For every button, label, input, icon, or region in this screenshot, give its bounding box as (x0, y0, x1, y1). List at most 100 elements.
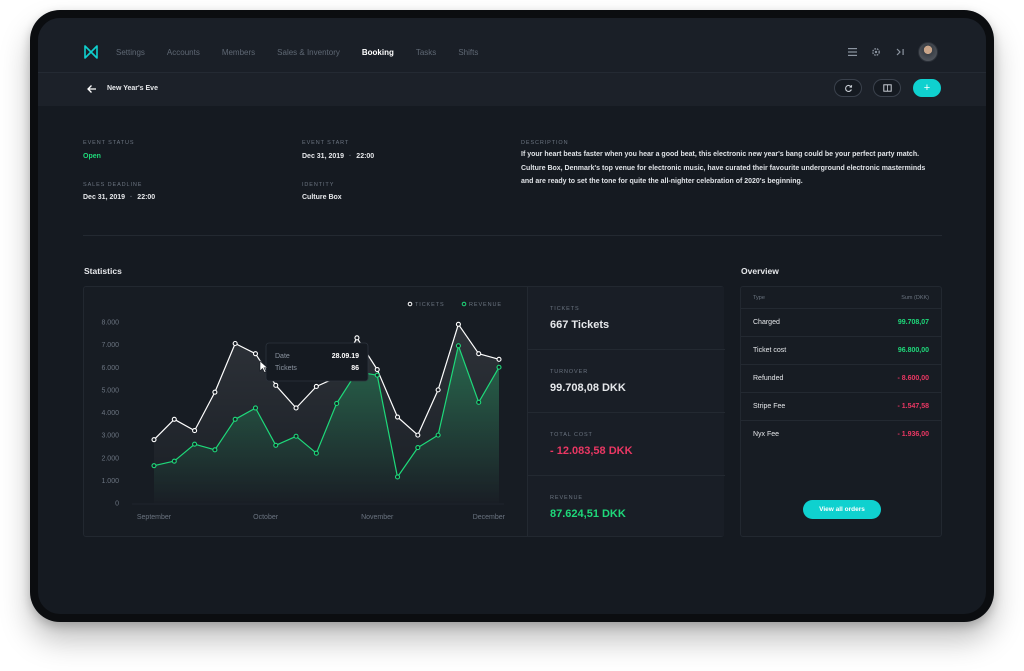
row-sum: 96.800,00 (897, 347, 929, 354)
data-point (232, 340, 238, 347)
page-header: New Year's Eve + (38, 72, 986, 106)
nav-item-accounts[interactable]: Accounts (166, 48, 200, 57)
sales-deadline-value: Dec 31, 2019 · 22:00 (83, 194, 155, 201)
kpi-value: 87.624,51 DKK (550, 508, 626, 520)
column-header-sum: Sum (DKK) (901, 295, 929, 301)
add-button[interactable]: + (913, 79, 941, 97)
data-point (415, 445, 421, 451)
separator-dot: · (130, 194, 133, 201)
x-tick-label: October (253, 514, 279, 521)
row-type: Stripe Fee (753, 403, 786, 410)
column-header-type: Type (753, 295, 765, 301)
kpi-label: TICKETS (550, 306, 580, 312)
page-title: New Year's Eve (107, 85, 158, 92)
tooltip-date-value: 28.09.19 (332, 353, 359, 360)
identity-value: Culture Box (302, 194, 342, 201)
app-screen: Settings Accounts Members Sales & Invent… (38, 18, 986, 614)
table-row: Stripe Fee - 1.547,58 (741, 393, 941, 421)
chart-lines (153, 323, 500, 478)
legend-label: REVENUE (469, 302, 502, 308)
data-point (212, 389, 218, 395)
data-point (476, 351, 482, 357)
event-start-value: Dec 31, 2019 · 22:00 (302, 153, 374, 160)
kpi-value: 99.708,08 DKK (550, 382, 626, 394)
statistics-title: Statistics (84, 266, 122, 276)
kpi-value: - 12.083,58 DKK (550, 445, 633, 457)
kpi-turnover: TURNOVER 99.708,08 DKK (528, 350, 725, 413)
kpi-value: 667 Tickets (550, 319, 610, 331)
nav-item-booking[interactable]: Booking (361, 48, 394, 57)
document-button[interactable] (873, 79, 901, 97)
data-point (273, 442, 279, 448)
data-point (212, 447, 218, 453)
table-row: Charged 99.708,07 (741, 309, 941, 337)
list-icon[interactable] (846, 46, 858, 58)
y-tick-label: 0 (115, 501, 119, 508)
data-point (252, 351, 259, 357)
y-tick-label: 8.000 (101, 320, 119, 327)
x-tick-label: September (137, 514, 172, 521)
back-arrow-icon[interactable] (86, 83, 98, 95)
identity-label: IDENTITY (302, 182, 335, 188)
row-type: Nyx Fee (753, 431, 780, 438)
section-divider (83, 235, 942, 236)
data-point (192, 441, 198, 447)
nav-item-sales-inventory[interactable]: Sales & Inventory (277, 48, 340, 57)
data-point (435, 432, 441, 438)
tooltip-tickets-label: Tickets (275, 365, 297, 372)
row-type: Ticket cost (753, 347, 787, 354)
table-row: Refunded - 8.600,00 (741, 365, 941, 393)
chart-areas (154, 324, 499, 503)
chart-legend: TICKETS REVENUE (407, 301, 502, 308)
y-tick-label: 7.000 (101, 342, 119, 349)
y-tick-label: 4.000 (101, 410, 119, 417)
nav-item-members[interactable]: Members (221, 48, 256, 57)
kpi-total-cost: TOTAL COST - 12.083,58 DKK (528, 413, 725, 476)
data-point (151, 463, 157, 469)
cursor-icon (259, 360, 269, 373)
y-axis: 0 1.000 2.000 3.000 4.000 5.000 6.000 7.000 8.00… (101, 320, 504, 508)
refresh-button[interactable] (834, 79, 862, 97)
y-tick-label: 6.000 (101, 365, 119, 372)
collapse-icon[interactable] (894, 46, 906, 58)
legend-marker (461, 301, 467, 307)
table-row: Nyx Fee - 1.936,00 (741, 421, 941, 449)
data-point (354, 335, 360, 341)
row-type: Refunded (753, 375, 784, 382)
x-tick-label: November (361, 514, 394, 521)
main-nav: Settings Accounts Members Sales & Invent… (116, 48, 500, 57)
nav-item-shifts[interactable]: Shifts (458, 48, 479, 57)
data-point (496, 364, 502, 370)
user-avatar[interactable] (918, 42, 938, 62)
kpi-tickets: TICKETS 667 Tickets (528, 287, 725, 350)
data-point (232, 416, 238, 422)
overview-title: Overview (741, 266, 779, 276)
nav-item-settings[interactable]: Settings (116, 48, 145, 57)
data-point (334, 400, 340, 406)
y-tick-label: 3.000 (101, 433, 119, 440)
nav-item-tasks[interactable]: Tasks (415, 48, 437, 57)
gear-icon[interactable] (870, 46, 882, 58)
y-tick-label: 1.000 (101, 478, 119, 485)
data-point (252, 405, 259, 411)
data-point (313, 383, 319, 390)
kpi-label: REVENUE (550, 495, 583, 501)
sales-deadline-label: SALES DEADLINE (83, 182, 143, 188)
data-point (293, 405, 299, 411)
refresh-icon (844, 84, 852, 92)
separator-dot: · (349, 153, 352, 160)
data-point (476, 399, 482, 405)
kpi-revenue: REVENUE 87.624,51 DKK (528, 476, 725, 539)
event-start-label: EVENT START (302, 140, 350, 146)
data-point (151, 437, 157, 443)
row-sum: - 1.936,00 (897, 431, 929, 438)
app-logo-icon[interactable] (83, 44, 99, 60)
data-point (171, 416, 177, 422)
chart-tooltip: Date 28.09.19 Tickets 86 (265, 342, 369, 382)
statistics-chart: TICKETS REVENUE 0 1.000 2.000 3.000 4.000 5.00… (101, 301, 506, 521)
kpi-label: TOTAL COST (550, 432, 593, 438)
view-all-orders-button[interactable]: View all orders (803, 500, 881, 519)
kpi-label: TURNOVER (550, 369, 589, 375)
overview-table-header: Type Sum (DKK) (741, 287, 941, 309)
nav-actions (834, 42, 938, 62)
